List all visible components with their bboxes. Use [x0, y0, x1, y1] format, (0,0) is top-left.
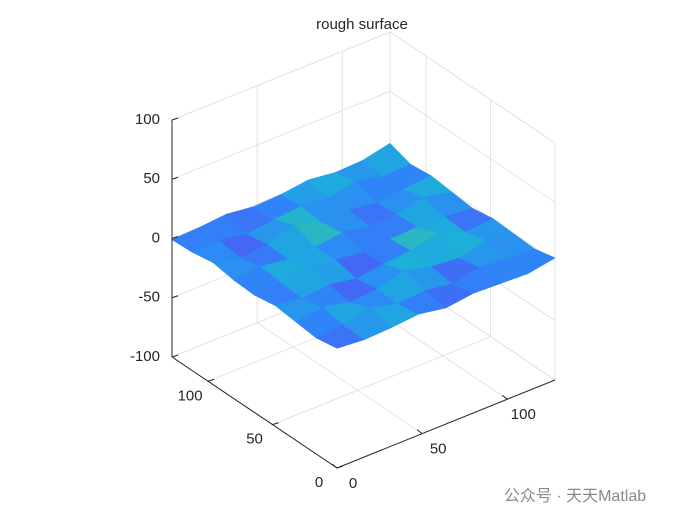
grid-line: [171, 31, 391, 121]
y-tick: [207, 378, 215, 382]
z-tick-label: 0: [152, 229, 160, 246]
z-tick: [171, 117, 179, 121]
y-axis: [171, 356, 338, 469]
y-tick: [336, 465, 344, 469]
x-axis: [336, 379, 556, 469]
z-tick: [171, 354, 179, 358]
grid-line: [256, 322, 423, 435]
y-tick: [272, 422, 279, 426]
grid-line: [389, 31, 556, 144]
grid-line: [171, 90, 391, 180]
grid-line: [272, 336, 491, 426]
y-tick-label: 100: [178, 387, 203, 404]
y-tick-label: 50: [246, 431, 263, 448]
z-tick: [171, 236, 179, 239]
z-tick-label: -50: [138, 289, 160, 306]
x-tick-label: 50: [430, 441, 447, 458]
z-tick: [171, 176, 179, 180]
z-tick-label: -100: [130, 348, 160, 365]
z-tick: [171, 295, 179, 299]
grid-line: [389, 90, 556, 203]
x-tick: [416, 429, 423, 435]
surface-patch: [506, 248, 556, 275]
x-tick-label: 0: [349, 475, 357, 492]
z-tick-label: 100: [135, 111, 160, 128]
x-tick-label: 100: [511, 406, 536, 423]
x-tick: [331, 463, 338, 469]
watermark: 公众号 · 天天Matlab: [504, 487, 646, 505]
y-tick-label: 0: [315, 474, 323, 491]
x-tick: [502, 394, 508, 400]
chart-title: rough surface: [316, 16, 408, 33]
z-tick-label: 50: [143, 170, 160, 187]
